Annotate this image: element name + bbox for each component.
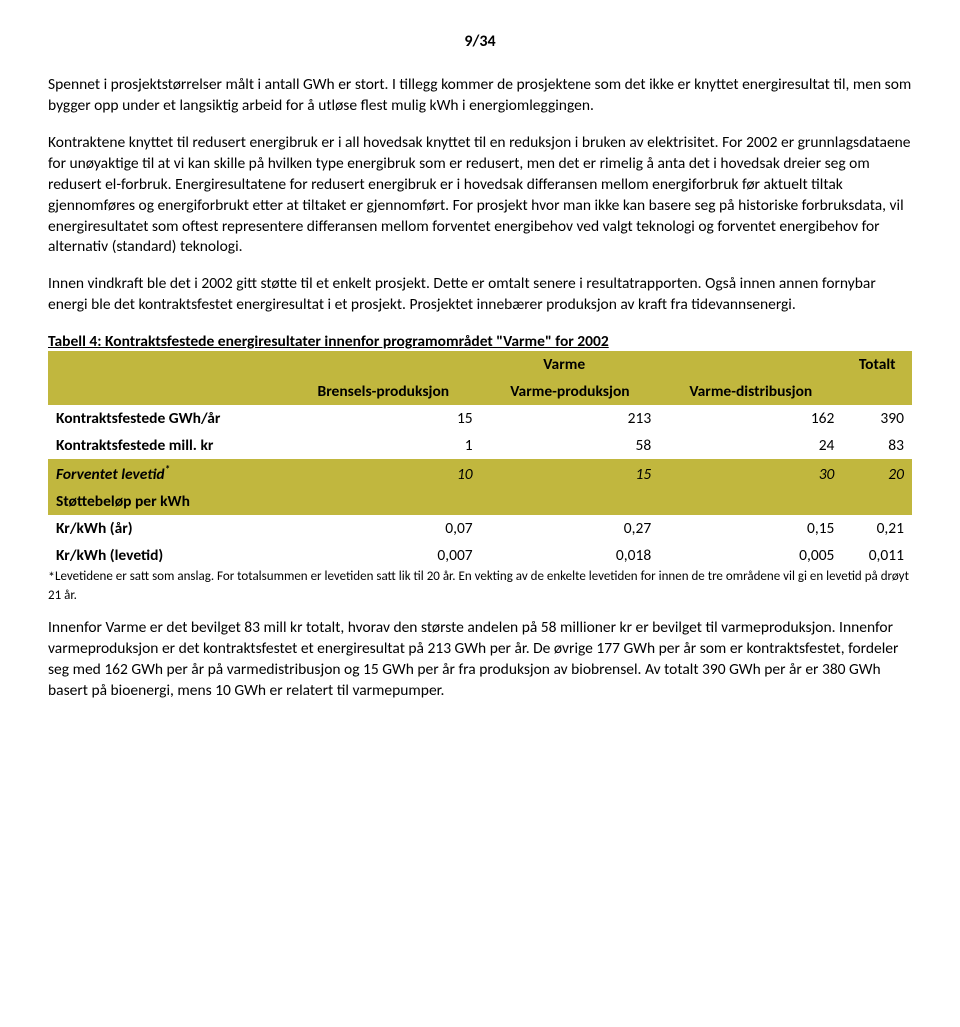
row-label: Forventet levetid* [48, 459, 286, 488]
row-label: Kontraktsfestede GWh/år [48, 405, 286, 432]
table-cell [842, 488, 912, 515]
results-table: Varme Totalt Brensels-produksjon Varme-p… [48, 351, 912, 569]
page-number: 9/34 [48, 32, 912, 51]
table-cell: 0,005 [659, 542, 842, 569]
subheader-totalt-empty [842, 378, 912, 405]
table-cell: 0,007 [286, 542, 481, 569]
table-footnote: *Levetidene er satt som anslag. For tota… [48, 569, 912, 604]
table-header-row-1: Varme Totalt [48, 351, 912, 378]
table-caption: Tabell 4: Kontraktsfestede energiresulta… [48, 332, 912, 351]
table-cell: 0,27 [481, 515, 660, 542]
table-cell: 0,011 [842, 542, 912, 569]
table-cell: 390 [842, 405, 912, 432]
table-row: Kontraktsfestede GWh/år15213162390 [48, 405, 912, 432]
table-cell: 0,15 [659, 515, 842, 542]
subheader-varmedist: Varme-distribusjon [659, 378, 842, 405]
table-cell: 0,018 [481, 542, 660, 569]
row-label: Støttebeløp per kWh [48, 488, 286, 515]
table-cell: 10 [286, 459, 481, 488]
table-cell: 20 [842, 459, 912, 488]
table-cell: 213 [481, 405, 660, 432]
table-row: Kontraktsfestede mill. kr1582483 [48, 432, 912, 459]
footnote-text: Levetidene er satt som anslag. For total… [48, 569, 909, 602]
table-cell: 0,07 [286, 515, 481, 542]
footnote-star: * [48, 569, 55, 586]
table-cell: 15 [286, 405, 481, 432]
table-header-row-2: Brensels-produksjon Varme-produksjon Var… [48, 378, 912, 405]
table-cell: 30 [659, 459, 842, 488]
table-row: Støttebeløp per kWh [48, 488, 912, 515]
table-cell: 15 [481, 459, 660, 488]
subheader-varmeprod: Varme-produksjon [481, 378, 660, 405]
paragraph-3: Kontraktene knyttet til redusert energib… [48, 133, 912, 259]
table-cell: 24 [659, 432, 842, 459]
row-label: Kr/kWh (år) [48, 515, 286, 542]
paragraph-5: Innenfor Varme er det bevilget 83 mill k… [48, 618, 912, 702]
paragraph-intro: Spennet i prosjektstørrelser målt i anta… [48, 75, 912, 117]
header-totalt: Totalt [842, 351, 912, 378]
table-row: Kr/kWh (år)0,070,270,150,21 [48, 515, 912, 542]
table-cell: 0,21 [842, 515, 912, 542]
table-cell [659, 488, 842, 515]
table-row: Forventet levetid*10153020 [48, 459, 912, 488]
table-row: Kr/kWh (levetid)0,0070,0180,0050,011 [48, 542, 912, 569]
table-cell: 162 [659, 405, 842, 432]
subheader-brensels: Brensels-produksjon [286, 378, 481, 405]
paragraph-1-text: Spennet i prosjektstørrelser målt i anta… [48, 75, 388, 94]
table-cell: 1 [286, 432, 481, 459]
table-cell: 83 [842, 432, 912, 459]
subheader-empty [48, 378, 286, 405]
row-label: Kr/kWh (levetid) [48, 542, 286, 569]
table-cell [286, 488, 481, 515]
paragraph-4: Innen vindkraft ble det i 2002 gitt støt… [48, 274, 912, 316]
header-empty [48, 351, 286, 378]
table-cell: 58 [481, 432, 660, 459]
header-varme: Varme [286, 351, 842, 378]
table-cell [481, 488, 660, 515]
row-label: Kontraktsfestede mill. kr [48, 432, 286, 459]
